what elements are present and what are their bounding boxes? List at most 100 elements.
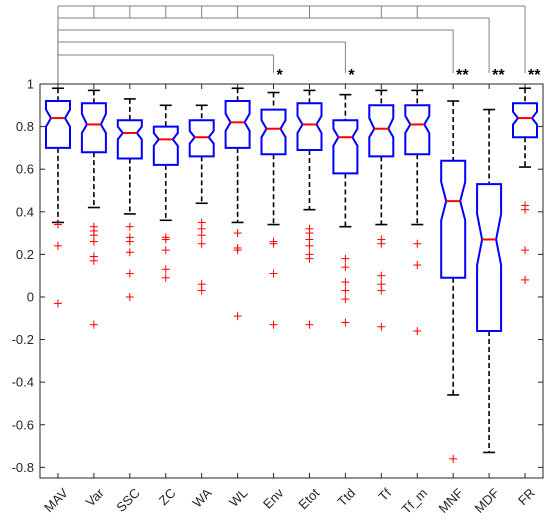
x-tick-label-ssc: SSC (113, 485, 143, 515)
notched-box (116, 119, 143, 160)
y-tick-label: 1 (27, 77, 34, 92)
outlier-marker (197, 231, 206, 240)
x-tick-label-mav: MAV (41, 485, 71, 515)
significance-bracket-mnf: ** (57, 29, 469, 84)
x-tick-label-tf: Tf (375, 485, 394, 504)
outlier-marker (377, 239, 386, 248)
significance-label: ** (492, 67, 505, 84)
outlier-marker (377, 271, 386, 280)
notched-box (224, 100, 251, 149)
y-tick-label: -0.8 (12, 460, 34, 475)
x-tick-label-wa: WA (190, 485, 215, 510)
box-tf (368, 89, 395, 331)
outlier-marker (521, 275, 530, 284)
outlier-marker (413, 239, 422, 248)
outlier-marker (197, 239, 206, 248)
significance-label: ** (456, 67, 469, 84)
y-tick-label: 0.8 (16, 119, 34, 134)
x-tick-label-env: Env (260, 485, 287, 512)
box-fr (512, 87, 538, 284)
outlier-marker (233, 312, 242, 321)
x-tick-label-tf-m: Tf_m (399, 485, 431, 517)
box-tf-m (404, 89, 431, 336)
outlier-marker (413, 327, 422, 336)
x-tick-label-mdf: MDF (471, 485, 502, 516)
outlier-marker (269, 320, 278, 329)
outlier-marker (161, 246, 170, 255)
outlier-marker (341, 318, 350, 327)
notched-box (440, 159, 467, 279)
outlier-marker (305, 241, 314, 250)
notched-box (296, 102, 323, 151)
outlier-marker (341, 278, 350, 287)
significance-bracket-env: * (57, 54, 284, 84)
outlier-marker (89, 320, 98, 329)
outlier-marker (305, 254, 314, 263)
y-tick-label: 0.4 (16, 204, 34, 219)
notched-box (80, 102, 107, 154)
notched-box (332, 119, 359, 175)
notched-box (152, 125, 179, 166)
outlier-marker (125, 237, 134, 246)
y-tick-label: -0.4 (12, 375, 34, 390)
y-tick-label: 0 (27, 289, 34, 304)
x-tick-label-wl: WL (226, 485, 250, 509)
outlier-marker (341, 286, 350, 295)
significance-label: ** (528, 67, 541, 84)
notched-box (476, 183, 503, 332)
x-tick-label-zc: ZC (156, 485, 179, 508)
significance-bracket-fr: ** (57, 5, 541, 84)
box-var (80, 89, 107, 329)
x-tick-label-var: Var (83, 485, 108, 510)
significance-bracket-ttd: * (57, 41, 355, 84)
outlier-marker (161, 273, 170, 282)
boxes (45, 87, 538, 463)
box-env (260, 91, 287, 329)
outlier-marker (269, 269, 278, 278)
outlier-marker (521, 205, 530, 214)
outlier-marker (125, 269, 134, 278)
box-ttd (332, 93, 359, 327)
outlier-marker (341, 295, 350, 304)
axes: 1 0.8 0.6 0.4 0.2 0 -0.2 -0.4 -0.6 -0.8 MAV Var SSC Z… (12, 77, 544, 517)
notched-box (512, 102, 538, 139)
outlier-marker (125, 248, 134, 257)
outlier-marker (521, 246, 530, 255)
notched-box (404, 104, 431, 156)
outlier-marker (125, 292, 134, 301)
significance-brackets: * * ** ** ** (57, 5, 541, 84)
notched-box (188, 119, 215, 158)
box-ssc (116, 98, 143, 301)
y-tick-label: -0.2 (12, 332, 34, 347)
box-etot (296, 89, 323, 329)
box-mav (45, 87, 71, 308)
y-tick-label: 0.2 (16, 247, 34, 262)
box-mdf (476, 108, 503, 454)
notched-box (45, 100, 71, 149)
outlier-marker (89, 256, 98, 265)
outlier-marker (341, 263, 350, 272)
outlier-marker (377, 286, 386, 295)
outlier-marker (449, 454, 458, 463)
outlier-marker (53, 299, 62, 308)
notched-box (260, 108, 287, 156)
x-tick-label-ttd: Ttd (334, 485, 358, 509)
notched-box (368, 104, 395, 158)
outlier-marker (233, 246, 242, 255)
x-tick-label-fr: FR (515, 485, 538, 508)
plot-frame (39, 83, 544, 479)
outlier-marker (53, 220, 62, 229)
outlier-marker (125, 222, 134, 231)
x-tick-label-etot: Etot (295, 485, 322, 512)
outlier-marker (161, 265, 170, 274)
significance-label: * (348, 67, 355, 84)
outlier-marker (161, 235, 170, 244)
outlier-marker (305, 320, 314, 329)
outlier-marker (413, 261, 422, 270)
outlier-marker (269, 239, 278, 248)
outlier-marker (341, 254, 350, 263)
box-wl (224, 87, 251, 321)
outlier-marker (53, 241, 62, 250)
outlier-marker (197, 286, 206, 295)
significance-label: * (277, 67, 284, 84)
